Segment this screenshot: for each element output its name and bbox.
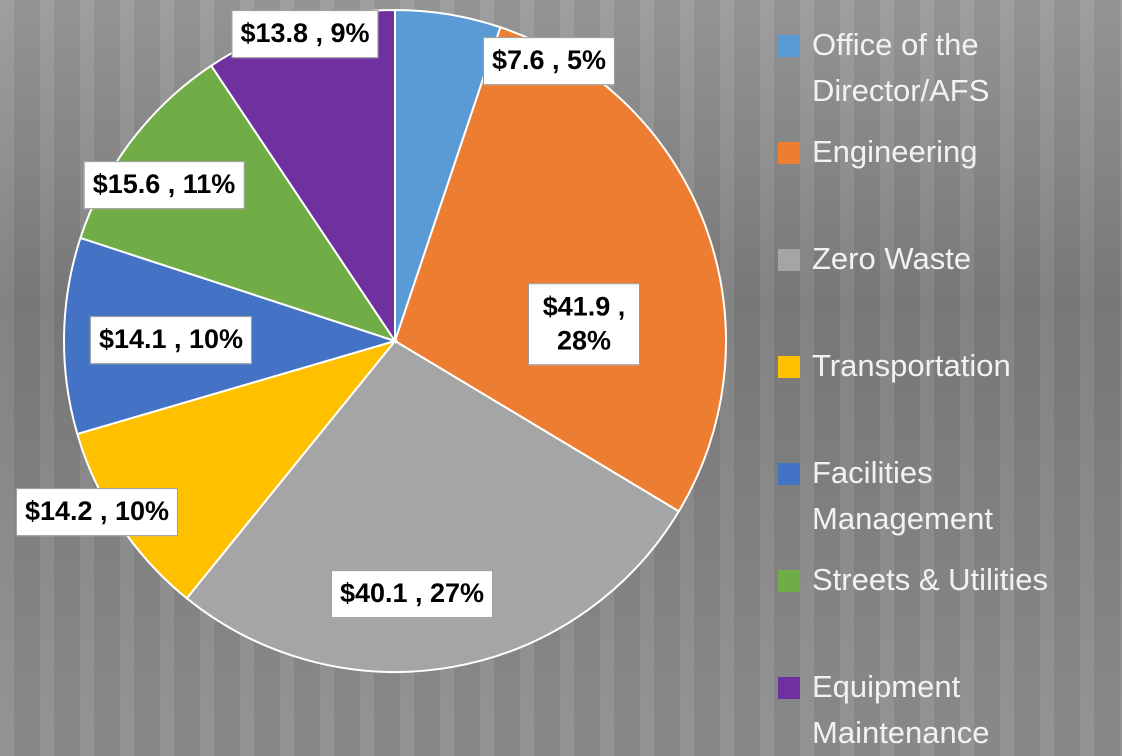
legend-item: Facilities Management (778, 450, 1118, 542)
legend-label: Zero Waste (812, 241, 972, 276)
legend-label: Transportation (812, 348, 1011, 383)
data-label: $41.9 , 28% (528, 283, 640, 365)
legend-swatch (778, 35, 800, 57)
legend-item: Streets & Utilities (778, 557, 1118, 603)
pie-slice (185, 339, 681, 673)
legend-label: Facilities Management (812, 455, 993, 536)
data-label: $13.8 , 9% (231, 10, 379, 58)
legend-swatch (778, 463, 800, 485)
legend-swatch (778, 142, 800, 164)
legend-item: Zero Waste (778, 236, 1118, 282)
legend-label: Streets & Utilities (812, 562, 1049, 597)
data-label: $14.1 , 10% (89, 316, 253, 364)
data-label: $15.6 , 11% (83, 161, 245, 209)
legend-swatch (778, 570, 800, 592)
legend-label: Engineering (812, 134, 978, 169)
legend-swatch (778, 356, 800, 378)
legend-label: Office of the Director/AFS (812, 27, 990, 108)
data-label: $14.2 , 10% (15, 488, 179, 536)
legend-item: Transportation (778, 343, 1118, 389)
legend-item: Equipment Maintenance (778, 664, 1118, 756)
legend-swatch (778, 677, 800, 699)
legend-item: Office of the Director/AFS (778, 22, 1118, 114)
legend-swatch (778, 249, 800, 271)
data-label: $7.6 , 5% (482, 37, 616, 85)
legend-label: Equipment Maintenance (812, 669, 990, 750)
legend-item: Engineering (778, 129, 1118, 175)
data-label: $40.1 , 27% (330, 570, 494, 618)
